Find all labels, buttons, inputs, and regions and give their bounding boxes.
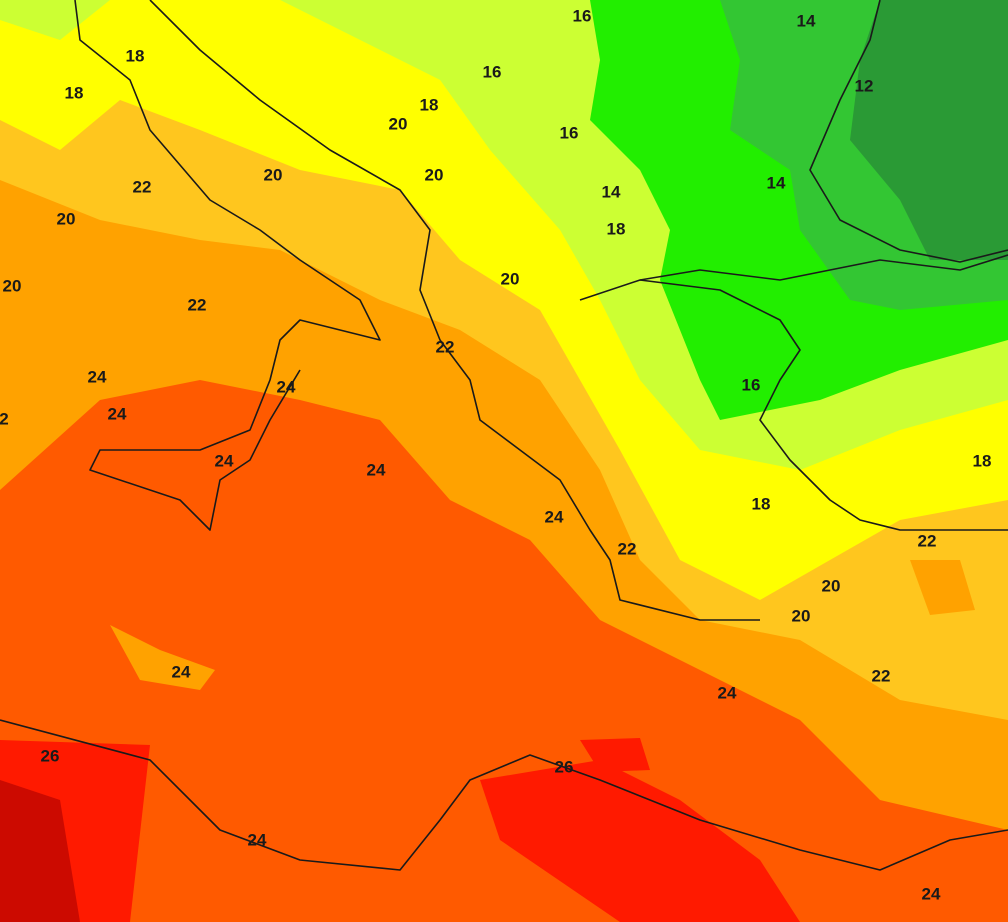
contour-label: 20 (57, 209, 76, 228)
contour-label: 24 (922, 884, 941, 903)
contour-label: 14 (602, 182, 621, 201)
contour-label: 22 (188, 295, 207, 314)
contour-label: 24 (277, 377, 296, 396)
contour-label: 24 (545, 507, 564, 526)
contour-label: 24 (88, 367, 107, 386)
contour-label: 24 (718, 683, 737, 702)
band-18-top (110, 0, 600, 330)
contour-label: 26 (555, 757, 574, 776)
contour-label: 20 (389, 114, 408, 133)
contour-label: 18 (607, 219, 626, 238)
contour-label: 26 (41, 746, 60, 765)
coastline-africa (0, 719, 1008, 871)
contour-label: 20 (792, 606, 811, 625)
contour-label: 2 (0, 409, 9, 428)
band-22-blob (910, 560, 975, 615)
contour-label: 18 (126, 46, 145, 65)
contour-label: 22 (436, 337, 455, 356)
coastline-adriatic (149, 0, 760, 621)
contour-label: 22 (872, 666, 891, 685)
contour-label: 20 (264, 165, 283, 184)
contour-label: 14 (797, 11, 816, 30)
band-26-blob (580, 738, 650, 772)
contour-label: 24 (248, 830, 267, 849)
coastline-balkans (639, 254, 1008, 281)
band-10 (850, 0, 1008, 260)
contour-label: 18 (420, 95, 439, 114)
contour-label: 20 (822, 576, 841, 595)
contour-label: 14 (767, 173, 786, 192)
contour-label: 24 (108, 404, 127, 423)
coastline-italy (74, 0, 381, 531)
contour-label: 20 (425, 165, 444, 184)
band-26-east (480, 760, 800, 922)
contour-label: 22 (133, 177, 152, 196)
contour-label: 20 (3, 276, 22, 295)
contour-label: 24 (367, 460, 386, 479)
contour-label: 18 (752, 494, 771, 513)
contour-label: 22 (618, 539, 637, 558)
contour-label: 18 (973, 451, 992, 470)
contour-label: 24 (172, 662, 191, 681)
contour-label: 20 (501, 269, 520, 288)
contour-label: 16 (573, 6, 592, 25)
band-28 (0, 780, 80, 922)
coastline-danube (809, 0, 1008, 263)
coastline-aegean (579, 279, 1008, 531)
contour-label: 16 (560, 123, 579, 142)
contour-label: 22 (918, 531, 937, 550)
contour-label: 18 (65, 83, 84, 102)
contour-label: 16 (483, 62, 502, 81)
band-22-libya (110, 625, 215, 690)
contour-label: 24 (215, 451, 234, 470)
contour-label: 12 (855, 76, 874, 95)
contour-label: 16 (742, 375, 761, 394)
